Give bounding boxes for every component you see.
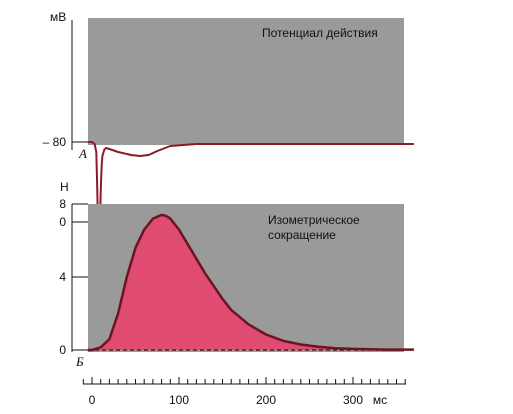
panel-b-y-tick-label: 0	[59, 343, 66, 357]
panel-b-y-unit: Н	[60, 180, 69, 194]
time-axis-tick-label: 200	[256, 393, 276, 407]
time-axis-tick-label: 0	[89, 393, 96, 407]
time-axis-tick-label: 300	[343, 393, 363, 407]
action-potential-line	[87, 141, 414, 241]
panel-a-y-tick-label: – 80	[43, 135, 67, 149]
panel-a-y-unit: мВ	[50, 10, 66, 24]
panel-a-label: А	[78, 146, 87, 161]
time-axis-unit: мс	[373, 393, 387, 407]
panel-b-label: Б	[75, 354, 84, 369]
panel-a-y-ticks: 0 – 80	[43, 135, 88, 229]
time-axis-ticks: 0 100 200 300	[82, 377, 406, 407]
panel-a-y-tick-label: 0	[59, 215, 66, 229]
time-axis-tick-label: 100	[169, 393, 189, 407]
panel-a-background	[88, 18, 404, 145]
contraction-area	[87, 214, 414, 350]
panel-b-title-line-2: сокращение	[268, 228, 336, 242]
panel-action-potential: 0 – 80 мВ Потенциал действия А	[43, 10, 414, 241]
panel-isometric-contraction: 0 4 8 Н Изометрическое сокращение Б	[59, 180, 414, 369]
panel-a-title: Потенциал действия	[262, 26, 378, 40]
panel-b-title-line-1: Изометрическое	[268, 213, 360, 227]
panel-b-y-tick-label: 4	[59, 270, 66, 284]
panel-b-y-ticks: 0 4 8	[59, 197, 88, 357]
contraction-line	[87, 213, 414, 352]
panel-b-y-tick-label: 8	[59, 197, 66, 211]
time-axis: 0 100 200 300 мс	[82, 377, 406, 407]
